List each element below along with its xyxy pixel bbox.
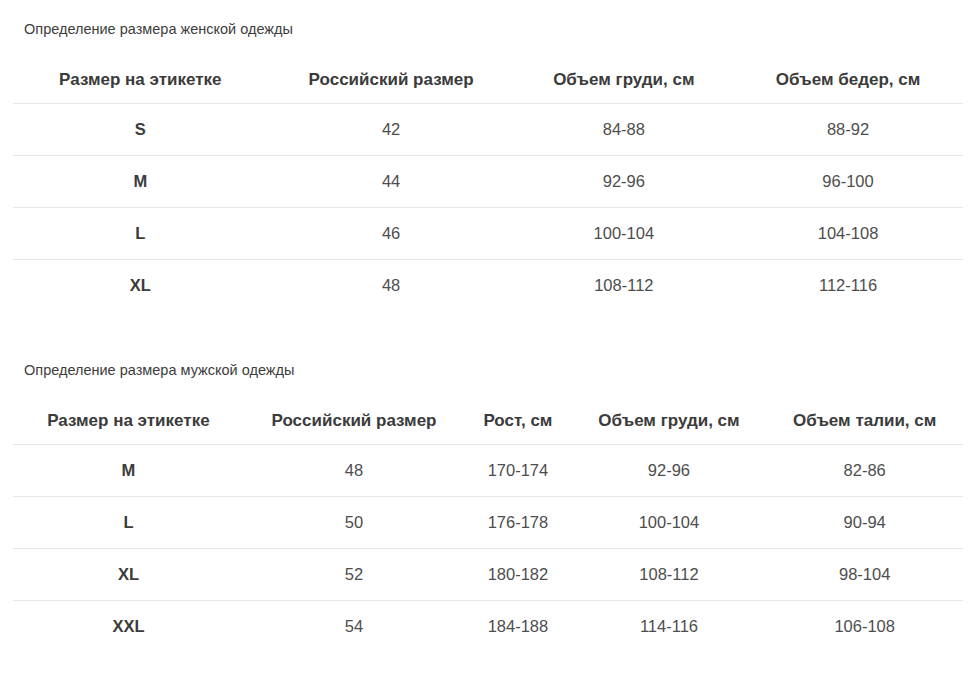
column-header-hips: Объем бедер, см [733,54,963,104]
men-table-title: Определение размера мужской одежды [0,341,976,379]
russian-size-cell: 42 [268,104,515,156]
chest-cell: 108-112 [572,549,767,601]
table-row: XXL 54 184-188 114-116 106-108 [13,601,963,653]
women-table-title: Определение размера женской одежды [0,0,976,38]
chest-cell: 114-116 [572,601,767,653]
men-header-row: Размер на этикетке Российский размер Рос… [13,395,963,445]
table-row: XL 48 108-112 112-116 [13,260,963,312]
column-header-chest: Объем груди, см [572,395,767,445]
russian-size-cell: 52 [244,549,464,601]
chest-cell: 108-112 [515,260,734,312]
section-spacer [0,311,976,341]
size-cell: XL [13,549,244,601]
size-cell: XL [13,260,268,312]
hips-cell: 88-92 [733,104,963,156]
column-header-label-size: Размер на этикетке [13,395,244,445]
column-header-russian-size: Российский размер [244,395,464,445]
size-cell: XXL [13,601,244,653]
column-header-russian-size: Российский размер [268,54,515,104]
table-row: M 48 170-174 92-96 82-86 [13,445,963,497]
women-size-table: Размер на этикетке Российский размер Объ… [13,54,963,311]
russian-size-cell: 54 [244,601,464,653]
chest-cell: 92-96 [572,445,767,497]
height-cell: 180-182 [464,549,571,601]
russian-size-cell: 44 [268,156,515,208]
table-row: M 44 92-96 96-100 [13,156,963,208]
women-size-section: Определение размера женской одежды Разме… [0,0,976,311]
height-cell: 184-188 [464,601,571,653]
russian-size-cell: 46 [268,208,515,260]
hips-cell: 112-116 [733,260,963,312]
size-cell: L [13,208,268,260]
size-cell: M [13,445,244,497]
women-header-row: Размер на этикетке Российский размер Объ… [13,54,963,104]
column-header-height: Рост, см [464,395,571,445]
table-row: S 42 84-88 88-92 [13,104,963,156]
waist-cell: 106-108 [766,601,963,653]
size-cell: S [13,104,268,156]
table-row: XL 52 180-182 108-112 98-104 [13,549,963,601]
hips-cell: 104-108 [733,208,963,260]
waist-cell: 82-86 [766,445,963,497]
russian-size-cell: 48 [268,260,515,312]
men-size-section: Определение размера мужской одежды Разме… [0,341,976,652]
table-row: L 46 100-104 104-108 [13,208,963,260]
men-size-table: Размер на этикетке Российский размер Рос… [13,395,963,652]
waist-cell: 98-104 [766,549,963,601]
waist-cell: 90-94 [766,497,963,549]
column-header-chest: Объем груди, см [515,54,734,104]
height-cell: 176-178 [464,497,571,549]
chest-cell: 92-96 [515,156,734,208]
chest-cell: 84-88 [515,104,734,156]
size-cell: L [13,497,244,549]
size-cell: M [13,156,268,208]
chest-cell: 100-104 [515,208,734,260]
table-row: L 50 176-178 100-104 90-94 [13,497,963,549]
chest-cell: 100-104 [572,497,767,549]
russian-size-cell: 48 [244,445,464,497]
column-header-waist: Объем талии, см [766,395,963,445]
russian-size-cell: 50 [244,497,464,549]
column-header-label-size: Размер на этикетке [13,54,268,104]
hips-cell: 96-100 [733,156,963,208]
height-cell: 170-174 [464,445,571,497]
